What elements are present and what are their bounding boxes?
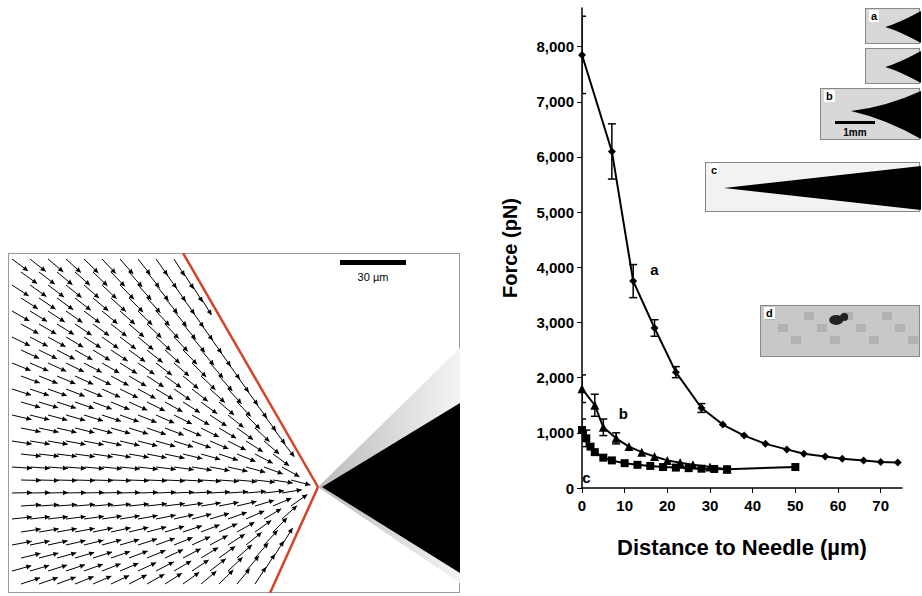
svg-text:70: 70 [872,497,889,514]
svg-text:a: a [650,261,659,278]
svg-text:60: 60 [830,497,847,514]
svg-text:Distance to Needle (µm): Distance to Needle (µm) [617,535,867,560]
svg-text:40: 40 [744,497,761,514]
svg-text:7,000: 7,000 [536,93,574,110]
svg-text:8,000: 8,000 [536,38,574,55]
html-text:a: a [871,10,878,22]
html-text:d: d [766,307,773,319]
svg-text:20: 20 [659,497,676,514]
html-text:c: c [711,164,718,176]
svg-text:b: b [619,405,628,422]
svg-text:30 µm: 30 µm [358,271,389,283]
svg-text:5,000: 5,000 [536,204,574,221]
svg-text:4,000: 4,000 [536,259,574,276]
svg-text:0: 0 [566,480,574,497]
svg-text:2,000: 2,000 [536,369,574,386]
html-text:b: b [826,90,833,102]
svg-text:30: 30 [702,497,719,514]
svg-text:Force (pN): Force (pN) [499,198,521,298]
svg-text:10: 10 [616,497,633,514]
svg-text:6,000: 6,000 [536,148,574,165]
svg-text:50: 50 [787,497,804,514]
svg-text:3,000: 3,000 [536,314,574,331]
svg-text:1mm: 1mm [843,127,866,138]
svg-text:c: c [582,469,590,486]
svg-text:0: 0 [578,497,586,514]
svg-text:1,000: 1,000 [536,424,574,441]
